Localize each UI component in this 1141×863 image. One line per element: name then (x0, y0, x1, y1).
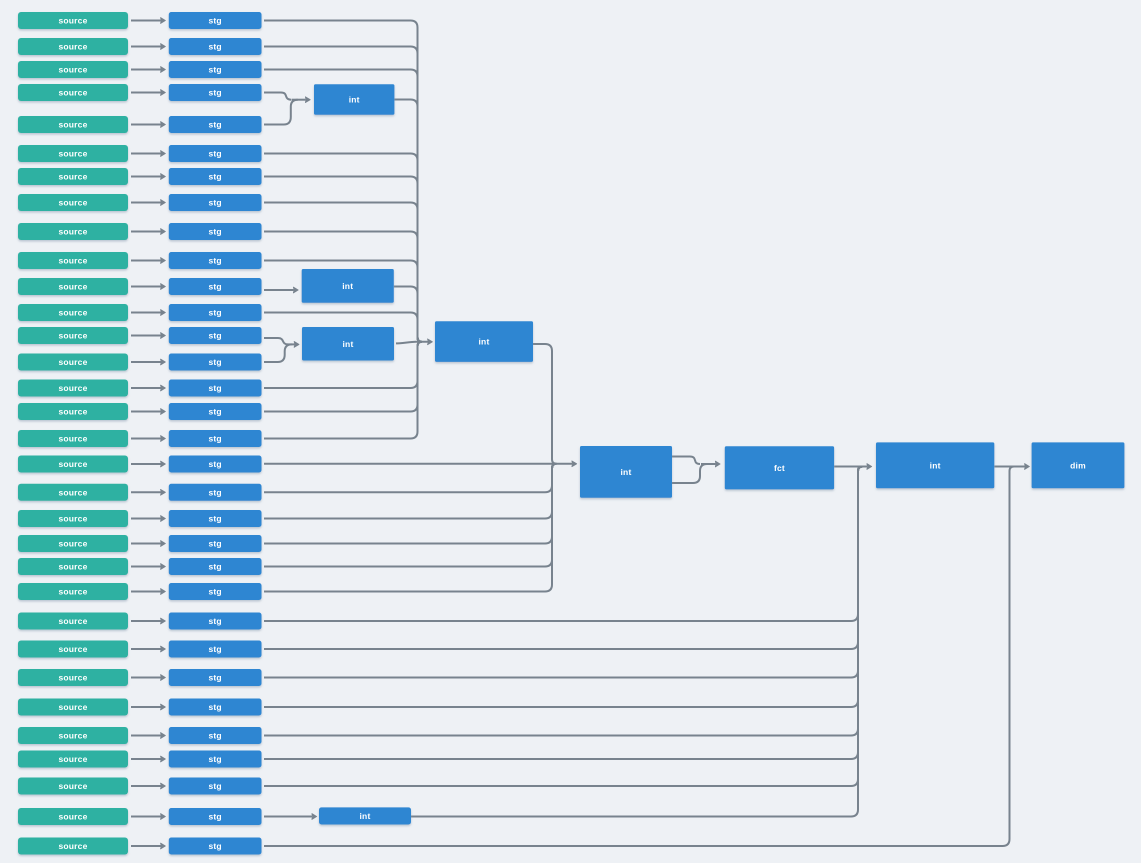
svg-text:source: source (58, 587, 87, 597)
svg-text:source: source (58, 172, 87, 182)
svg-text:stg: stg (208, 407, 221, 417)
svg-text:dim: dim (1070, 460, 1086, 470)
svg-text:source: source (58, 459, 87, 469)
svg-text:stg: stg (208, 754, 221, 764)
svg-text:source: source (58, 357, 87, 367)
svg-text:source: source (58, 227, 87, 237)
svg-text:stg: stg (208, 487, 221, 497)
svg-text:stg: stg (208, 562, 221, 572)
svg-text:stg: stg (208, 434, 221, 444)
svg-text:stg: stg (208, 702, 221, 712)
svg-text:stg: stg (208, 120, 221, 130)
svg-text:stg: stg (208, 256, 221, 266)
svg-text:source: source (58, 88, 87, 98)
svg-text:source: source (58, 702, 87, 712)
svg-text:int: int (342, 281, 353, 291)
svg-text:stg: stg (208, 65, 221, 75)
svg-text:fct: fct (774, 463, 785, 473)
svg-text:source: source (58, 673, 87, 683)
svg-text:source: source (58, 120, 87, 130)
svg-text:stg: stg (208, 459, 221, 469)
svg-text:source: source (58, 65, 87, 75)
svg-text:int: int (621, 467, 632, 477)
svg-text:source: source (58, 781, 87, 791)
svg-text:stg: stg (208, 172, 221, 182)
svg-text:stg: stg (208, 616, 221, 626)
svg-text:stg: stg (208, 587, 221, 597)
svg-text:stg: stg (208, 42, 221, 52)
svg-text:source: source (58, 42, 87, 52)
svg-text:source: source (58, 812, 87, 822)
svg-text:source: source (58, 644, 87, 654)
svg-text:stg: stg (208, 812, 221, 822)
svg-text:stg: stg (208, 514, 221, 524)
svg-text:stg: stg (208, 331, 221, 341)
svg-text:source: source (58, 539, 87, 549)
svg-text:stg: stg (208, 673, 221, 683)
svg-text:stg: stg (208, 781, 221, 791)
svg-text:source: source (58, 308, 87, 318)
svg-text:stg: stg (208, 308, 221, 318)
svg-text:int: int (479, 337, 490, 347)
svg-text:source: source (58, 616, 87, 626)
svg-text:source: source (58, 149, 87, 159)
svg-text:stg: stg (208, 149, 221, 159)
svg-text:source: source (58, 434, 87, 444)
svg-text:stg: stg (208, 88, 221, 98)
svg-text:source: source (58, 331, 87, 341)
svg-text:stg: stg (208, 16, 221, 26)
svg-text:source: source (58, 282, 87, 292)
svg-text:int: int (343, 339, 354, 349)
svg-text:stg: stg (208, 198, 221, 208)
svg-text:int: int (349, 94, 360, 104)
svg-text:stg: stg (208, 644, 221, 654)
svg-text:source: source (58, 841, 87, 851)
svg-text:source: source (58, 514, 87, 524)
svg-text:stg: stg (208, 841, 221, 851)
svg-text:stg: stg (208, 357, 221, 367)
svg-text:source: source (58, 383, 87, 393)
svg-text:stg: stg (208, 731, 221, 741)
svg-text:int: int (930, 460, 941, 470)
svg-text:source: source (58, 562, 87, 572)
svg-text:source: source (58, 487, 87, 497)
svg-text:source: source (58, 407, 87, 417)
svg-text:source: source (58, 198, 87, 208)
svg-text:stg: stg (208, 383, 221, 393)
svg-text:source: source (58, 731, 87, 741)
svg-text:stg: stg (208, 227, 221, 237)
svg-text:source: source (58, 256, 87, 266)
svg-text:stg: stg (208, 282, 221, 292)
svg-text:source: source (58, 16, 87, 26)
svg-text:int: int (360, 811, 371, 821)
svg-text:stg: stg (208, 539, 221, 549)
svg-text:source: source (58, 754, 87, 764)
